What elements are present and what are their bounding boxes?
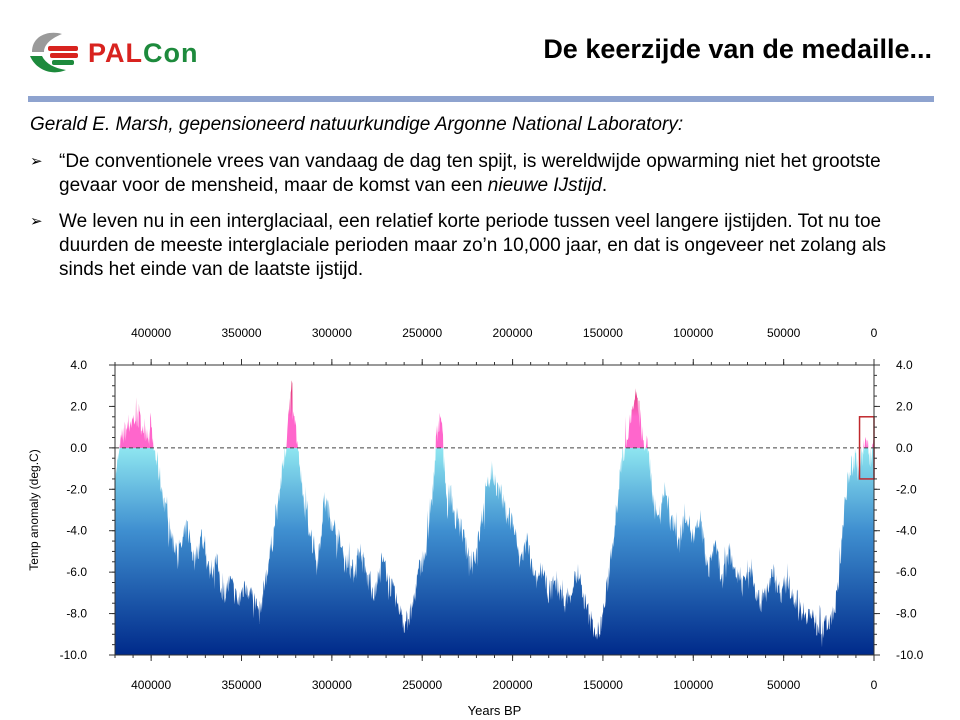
- x-tick-label-top: 50000: [767, 326, 801, 340]
- bullet-emphasis: nieuwe IJstijd: [487, 175, 602, 196]
- bullet-list: ➢ “De conventionele vrees van vandaag de …: [30, 150, 930, 294]
- y-tick-label-left: -10.0: [60, 648, 88, 662]
- y-tick-label-right: 0.0: [896, 441, 913, 455]
- x-tick-label-top: 100000: [673, 326, 713, 340]
- x-tick-label-top: 150000: [583, 326, 623, 340]
- y-tick-label-left: 2.0: [70, 399, 87, 413]
- x-tick-label-top: 350000: [221, 326, 261, 340]
- x-tick-label-bottom: 0: [871, 678, 878, 692]
- y-tick-label-right: 4.0: [896, 358, 913, 372]
- y-tick-label-left: 4.0: [70, 358, 87, 372]
- y-tick-label-left: -8.0: [66, 607, 87, 621]
- x-tick-label-bottom: 200000: [493, 678, 533, 692]
- x-tick-label-top: 200000: [493, 326, 533, 340]
- y-tick-label-right: -2.0: [896, 482, 917, 496]
- slide-title: De keerzijde van de medaille...: [543, 34, 932, 64]
- x-axis-label: Years BP: [468, 703, 522, 718]
- bullet-item: ➢ “De conventionele vrees van vandaag de …: [30, 150, 930, 198]
- arrow-bullet-icon: ➢: [30, 213, 43, 230]
- title-divider: [28, 96, 934, 102]
- x-tick-label-top: 300000: [312, 326, 352, 340]
- y-tick-label-right: -8.0: [896, 607, 917, 621]
- bullet-text-end: .: [601, 175, 608, 196]
- author-line: Gerald E. Marsh, gepensioneerd natuurkun…: [30, 114, 684, 135]
- y-tick-label-right: -6.0: [896, 565, 917, 579]
- y-tick-label-left: -6.0: [66, 565, 87, 579]
- y-tick-label-right: 2.0: [896, 399, 913, 413]
- y-tick-label-right: -10.0: [896, 648, 924, 662]
- palcon-logo: PALCon: [22, 26, 212, 78]
- x-tick-label-top: 0: [871, 326, 878, 340]
- bullet-text: “De conventionele vrees van vandaag de d…: [59, 151, 881, 196]
- bullet-item: ➢ We leven nu in een interglaciaal, een r…: [30, 210, 930, 282]
- x-tick-label-bottom: 300000: [312, 678, 352, 692]
- x-tick-label-bottom: 400000: [131, 678, 171, 692]
- hands-icon: [30, 32, 78, 73]
- arrow-bullet-icon: ➢: [30, 153, 43, 170]
- temperature-area: [115, 380, 874, 655]
- y-tick-label-right: -4.0: [896, 524, 917, 538]
- y-axis-label: Temp anomaly (deg.C): [27, 449, 41, 570]
- x-tick-label-bottom: 250000: [402, 678, 442, 692]
- bullet-text: We leven nu in een interglaciaal, een re…: [59, 211, 887, 280]
- temperature-chart: 4.0 2.0 0.0 -2.0 -4.0 -6.0 -8.0 -10.0 4.0 2.0 0.0 -…: [27, 326, 924, 718]
- x-tick-label-top: 400000: [131, 326, 171, 340]
- y-tick-label-left: -2.0: [66, 482, 87, 496]
- x-tick-label-bottom: 350000: [221, 678, 261, 692]
- x-tick-label-bottom: 100000: [673, 678, 713, 692]
- y-tick-label-left: -4.0: [66, 524, 87, 538]
- x-tick-label-bottom: 150000: [583, 678, 623, 692]
- y-tick-label-left: 0.0: [70, 441, 87, 455]
- logo-wordmark: PALCon: [88, 38, 199, 68]
- x-tick-label-top: 250000: [402, 326, 442, 340]
- x-tick-label-bottom: 50000: [767, 678, 801, 692]
